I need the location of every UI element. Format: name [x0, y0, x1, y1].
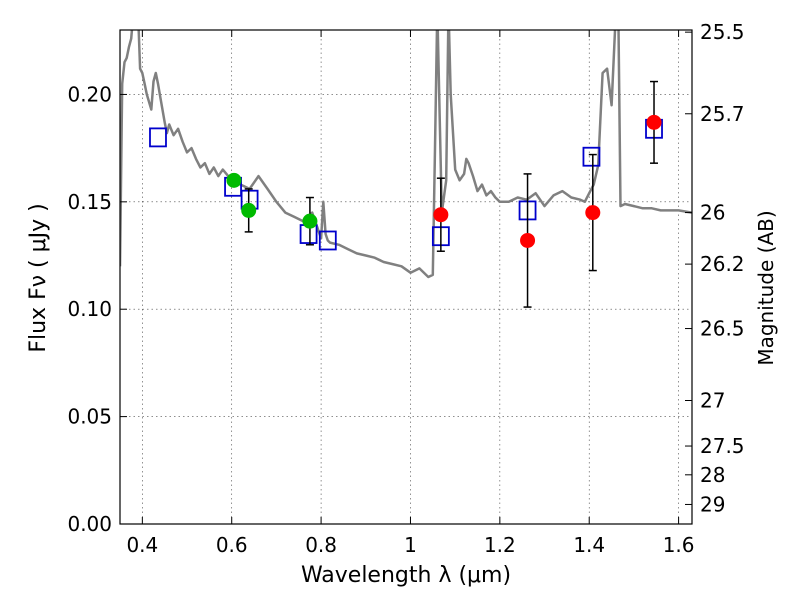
sed-model-line	[120, 30, 692, 279]
x-axis-label: Wavelength λ (μm)	[301, 563, 511, 588]
y-axis-label-right: Magnitude (AB)	[754, 210, 778, 365]
x-tick-label: 1.6	[663, 533, 695, 557]
observed-point-green	[226, 172, 242, 188]
magnitude-tick-label: 27	[700, 389, 725, 413]
x-tick-label: 0.6	[216, 533, 248, 557]
x-tick-label: 0.8	[305, 533, 337, 557]
plot-frame	[119, 29, 693, 525]
magnitude-tick-label: 26.5	[700, 317, 745, 341]
x-tick-label: 1	[404, 533, 417, 557]
y-axis-label-left: Flux Fν ( μJy )	[26, 203, 51, 352]
observed-point-red	[520, 232, 536, 248]
x-tick-label: 1.2	[484, 533, 516, 557]
axes: 0.4 0.6 0.8 1 1.2 1.4 1.6 0.00 0.05 0.10 0.15 0.20 2…	[67, 20, 744, 557]
magnitude-tick-label: 25.7	[700, 102, 745, 126]
magnitude-tick-label: 26	[700, 201, 725, 225]
model-flux-square	[149, 127, 167, 148]
magnitude-tick-label: 27.5	[700, 434, 745, 458]
model-flux-square	[582, 146, 601, 167]
y-tick-label: 0.20	[67, 82, 112, 106]
x-tick-label: 1.4	[573, 533, 605, 557]
y-tick-label: 0.10	[67, 297, 112, 321]
plot-area	[120, 30, 692, 308]
magnitude-tick-label: 25.5	[700, 20, 745, 44]
y-tick-label: 0.00	[67, 512, 112, 536]
grid-lines	[120, 30, 692, 525]
observed-point-green	[241, 202, 257, 218]
y-tick-label: 0.05	[67, 405, 112, 429]
y-tick-label: 0.15	[67, 190, 112, 214]
magnitude-tick-label: 26.2	[700, 252, 745, 276]
x-tick-label: 0.4	[126, 533, 158, 557]
magnitude-tick-label: 28	[700, 463, 725, 487]
model-flux-square	[318, 230, 337, 251]
magnitude-tick-label: 29	[700, 492, 725, 516]
observed-point-red	[585, 205, 601, 221]
observed-point-red	[433, 207, 449, 223]
observed-point-red	[646, 114, 662, 130]
observed-point-green	[302, 213, 318, 229]
